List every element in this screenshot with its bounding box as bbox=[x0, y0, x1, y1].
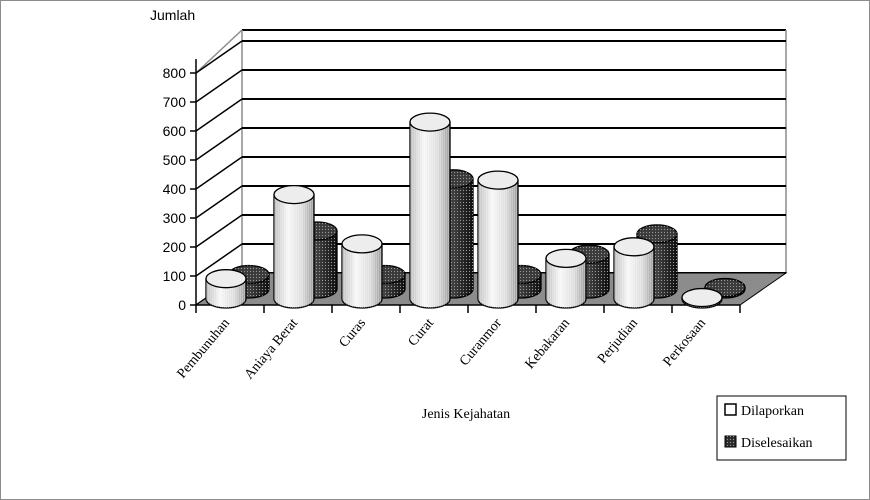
gridline-diagonal bbox=[195, 214, 243, 248]
bar-dilaporkan-2-stripes bbox=[342, 243, 382, 308]
y-tick-label: 400 bbox=[163, 181, 187, 197]
bar-dilaporkan-4-top bbox=[477, 170, 519, 190]
gridline-diagonal bbox=[195, 69, 243, 103]
y-tick-label: 0 bbox=[178, 297, 186, 313]
bar-dilaporkan-2-top bbox=[341, 234, 383, 254]
gridline-diagonal bbox=[195, 98, 243, 132]
y-tick-label: 600 bbox=[163, 123, 187, 139]
y-tick-label: 500 bbox=[163, 152, 187, 168]
legend-box bbox=[716, 395, 847, 461]
bar-dilaporkan-4-stripes bbox=[478, 180, 518, 308]
bar-dilaporkan-7 bbox=[681, 287, 723, 309]
bar-dilaporkan-5-top bbox=[545, 248, 587, 269]
gridline-diagonal bbox=[195, 156, 243, 190]
gridline-diagonal bbox=[195, 243, 243, 277]
bar-dilaporkan-0 bbox=[205, 269, 247, 309]
gridline-diagonal bbox=[195, 40, 243, 74]
bar-diselesaikan-6-top-texture bbox=[637, 224, 677, 243]
y-tick-label: 700 bbox=[163, 94, 187, 110]
y-tick-label: 300 bbox=[163, 210, 187, 226]
bar-dilaporkan-7-top bbox=[681, 287, 723, 308]
x-axis-title: Jenis Kejahatan bbox=[422, 407, 510, 422]
gridline-diagonal bbox=[195, 127, 243, 161]
bar-dilaporkan-6-top bbox=[613, 237, 655, 257]
bar-dilaporkan-3 bbox=[409, 112, 451, 309]
legend-swatch-diselesaikan-texture bbox=[725, 436, 736, 447]
y-tick-label: 100 bbox=[163, 268, 187, 284]
y-axis-title: Jumlah bbox=[150, 7, 195, 23]
bar-dilaporkan-4 bbox=[477, 170, 519, 309]
bar-dilaporkan-6-stripes bbox=[614, 246, 654, 308]
bar-dilaporkan-3-top bbox=[409, 112, 451, 132]
bar-dilaporkan-1-stripes bbox=[274, 194, 314, 308]
y-tick-label: 800 bbox=[163, 65, 187, 81]
bar-dilaporkan-3-stripes bbox=[410, 122, 450, 308]
legend: Dilaporkan Diselesaikan bbox=[716, 395, 847, 461]
bar-dilaporkan-5 bbox=[545, 248, 587, 309]
legend-label-diselesaikan: Diselesaikan bbox=[741, 436, 813, 451]
bars bbox=[205, 112, 746, 309]
gridline-diagonal bbox=[195, 185, 243, 219]
y-tick-label: 200 bbox=[163, 239, 187, 255]
bar-dilaporkan-1-top bbox=[273, 184, 315, 205]
bar-dilaporkan-1 bbox=[273, 184, 315, 309]
bar-dilaporkan-6 bbox=[613, 237, 655, 309]
legend-swatch-dilaporkan bbox=[724, 403, 737, 416]
legend-label-dilaporkan: Dilaporkan bbox=[741, 404, 804, 419]
bar-dilaporkan-0-top bbox=[205, 269, 247, 289]
bar-dilaporkan-5-stripes bbox=[546, 258, 586, 308]
side-wall-top-edge bbox=[195, 29, 243, 74]
bar-dilaporkan-2 bbox=[341, 234, 383, 309]
